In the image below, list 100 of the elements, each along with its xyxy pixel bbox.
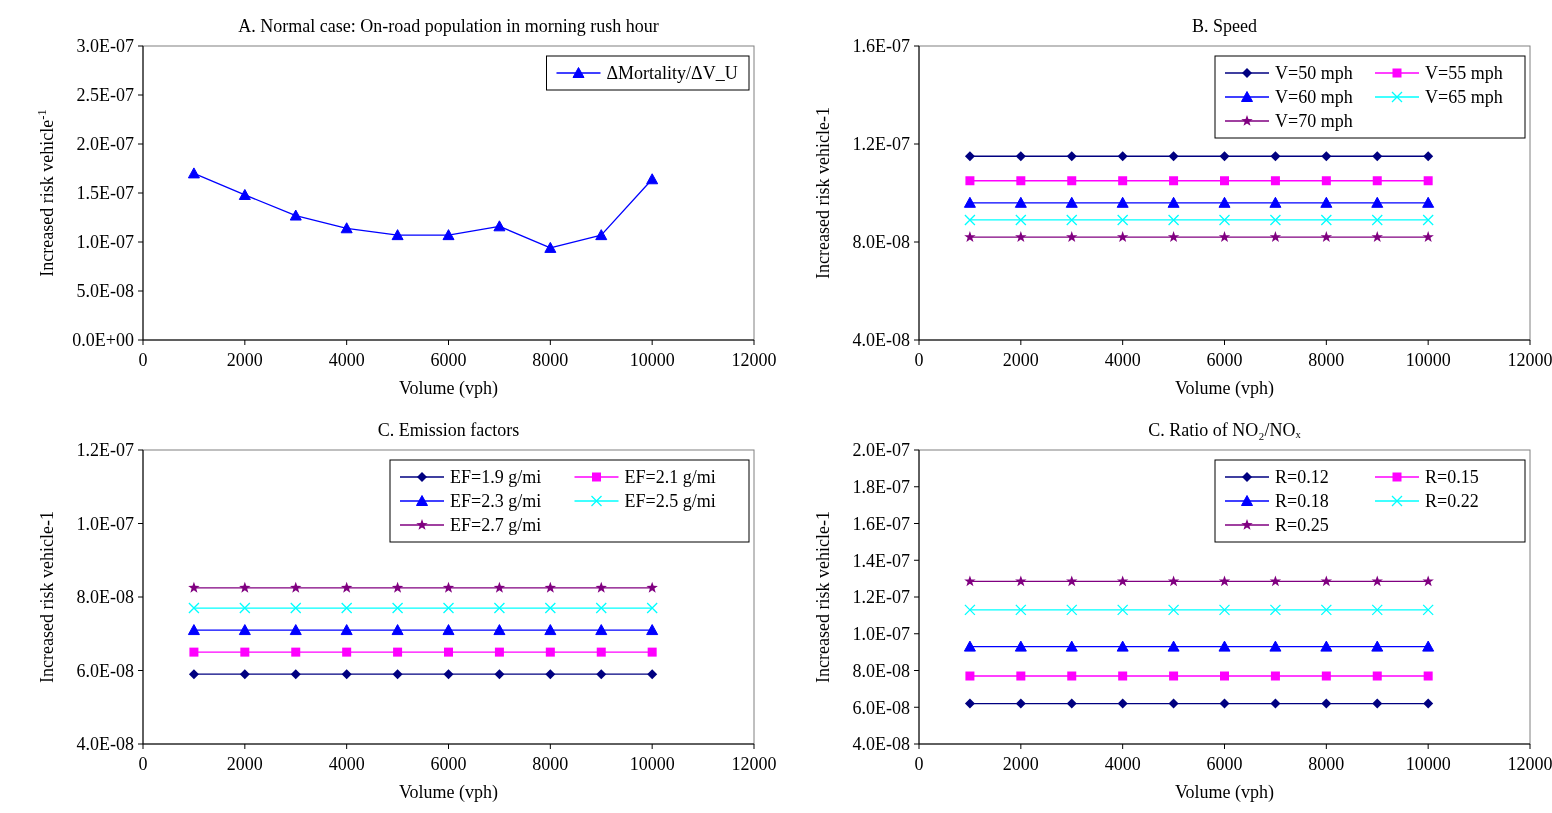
point: [1168, 151, 1179, 162]
x-tick-label: 8000: [1308, 350, 1345, 370]
x-tick-label: 2000: [1002, 754, 1039, 774]
point: [188, 669, 199, 680]
x-tick-label: 4000: [328, 350, 365, 370]
legend-label: R=0.12: [1275, 467, 1329, 488]
point: [1167, 640, 1180, 652]
point: [1269, 640, 1282, 652]
point: [1321, 151, 1332, 162]
point: [493, 624, 506, 636]
point: [646, 602, 658, 614]
y-tick-label: 8.0E-08: [852, 660, 910, 681]
point: [1220, 671, 1229, 681]
point: [1372, 698, 1383, 709]
x-tick-label: 10000: [629, 350, 675, 370]
chart-title: C. Emission factors: [377, 420, 520, 440]
point: [493, 602, 506, 614]
point: [1422, 231, 1434, 242]
point: [290, 602, 302, 614]
point: [340, 222, 353, 234]
legend-label: ΔMortality/ΔV_U: [606, 63, 738, 84]
y-tick-label: 1.0E-07: [852, 624, 910, 645]
point: [289, 209, 302, 221]
point: [1320, 604, 1332, 616]
x-tick-label: 6000: [1206, 350, 1243, 370]
x-tick-label: 12000: [1507, 350, 1552, 370]
x-tick-label: 12000: [731, 350, 777, 370]
y-tick-label: 2.0E-07: [76, 134, 134, 155]
point: [1016, 176, 1026, 186]
point: [964, 231, 976, 242]
x-tick-label: 12000: [731, 754, 777, 774]
point: [1169, 176, 1179, 186]
point: [545, 647, 555, 657]
point: [1117, 151, 1128, 162]
point: [1167, 214, 1180, 226]
point: [1371, 196, 1384, 208]
point: [188, 581, 200, 593]
point: [1269, 196, 1282, 208]
point: [391, 229, 404, 241]
point: [1372, 176, 1382, 186]
y-tick-label: 1.6E-07: [852, 36, 910, 57]
point: [1218, 575, 1231, 587]
y-tick-label: 1.2E-07: [852, 134, 910, 155]
x-tick-label: 2000: [226, 350, 263, 370]
point: [1168, 698, 1179, 709]
point: [442, 624, 455, 636]
y-tick-label: 3.0E-07: [76, 36, 134, 57]
legend-label: R=0.18: [1275, 491, 1329, 512]
y-tick-label: 1.6E-07: [852, 513, 910, 534]
x-tick-label: 2000: [1002, 350, 1039, 370]
point: [239, 602, 251, 614]
y-tick-label: 4.0E-08: [852, 330, 910, 351]
point: [1066, 698, 1077, 709]
legend-label: EF=2.7 g/mi: [450, 515, 542, 536]
point: [391, 624, 404, 636]
x-tick-label: 6000: [430, 350, 467, 370]
point: [1371, 575, 1383, 587]
point: [1270, 698, 1281, 709]
point: [963, 640, 976, 652]
point: [1422, 214, 1434, 226]
chart-title: B. Speed: [1192, 16, 1257, 36]
y-tick-label: 1.2E-07: [852, 587, 910, 608]
x-tick-label: 4000: [1104, 350, 1141, 370]
point: [238, 624, 251, 636]
point: [239, 669, 250, 680]
point: [964, 698, 975, 709]
point: [595, 581, 607, 593]
point: [1270, 176, 1280, 186]
legend-label: R=0.25: [1275, 515, 1329, 536]
x-tick-label: 6000: [1206, 754, 1243, 774]
point: [596, 669, 607, 680]
point: [963, 196, 976, 208]
point: [391, 581, 404, 593]
x-tick-label: 0: [914, 754, 924, 774]
point: [444, 647, 453, 657]
point: [1269, 604, 1282, 616]
point: [595, 229, 608, 241]
point: [1422, 640, 1435, 652]
point: [1065, 640, 1078, 652]
point: [189, 647, 199, 657]
point: [1422, 604, 1434, 616]
point: [1423, 176, 1433, 186]
point: [1015, 214, 1027, 226]
point: [1423, 671, 1433, 681]
y-tick-label: 4.0E-08: [76, 734, 134, 755]
y-tick-label: 1.4E-07: [852, 550, 910, 571]
point: [1423, 698, 1434, 709]
point: [291, 647, 301, 657]
point: [1422, 196, 1435, 208]
point: [443, 669, 454, 680]
point: [1219, 151, 1230, 162]
point: [964, 575, 976, 587]
legend-label: EF=2.3 g/mi: [450, 491, 542, 512]
y-tick-label: 1.2E-07: [76, 440, 134, 461]
point: [188, 602, 200, 614]
point: [964, 604, 976, 616]
legend-label: V=55 mph: [1425, 63, 1503, 84]
point: [647, 647, 657, 657]
point: [1372, 151, 1383, 162]
point: [1167, 231, 1180, 242]
